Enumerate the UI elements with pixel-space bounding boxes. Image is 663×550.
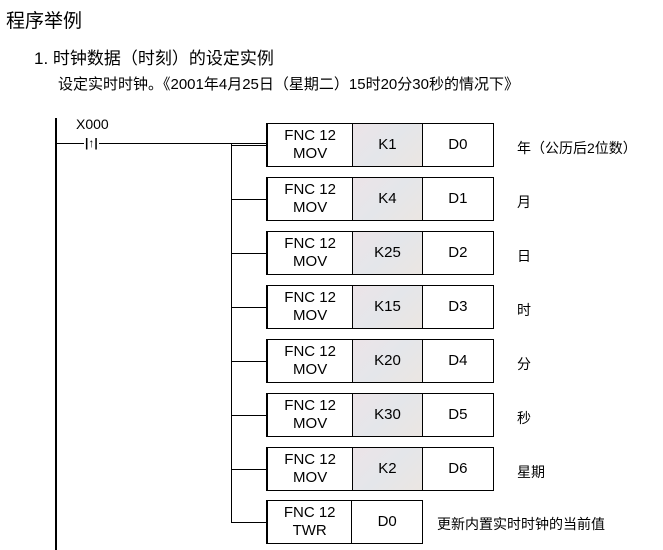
row-note: 时: [517, 302, 531, 318]
function-cell: FNC 12 MOV: [268, 286, 354, 328]
source-operand-cell: K15: [353, 286, 423, 328]
section-heading: 程序举例: [6, 11, 83, 32]
row-note: 星期: [517, 464, 545, 480]
function-cell: FNC 12 MOV: [268, 178, 354, 220]
source-operand-cell: K1: [353, 124, 423, 166]
twr-function-cell: FNC 12 TWR: [268, 501, 353, 543]
destination-operand-cell: D6: [448, 460, 468, 477]
function-cell: FNC 12 MOV: [268, 394, 354, 436]
function-cell: FNC 12 MOV: [268, 340, 354, 382]
branch-line: [231, 145, 266, 146]
row-note: 日: [517, 248, 531, 264]
source-operand-cell: K4: [353, 178, 423, 220]
branch-line: [231, 199, 266, 200]
contact-label: X000: [76, 116, 109, 132]
mov-instruction: FNC 12 MOV K2 D6: [266, 447, 494, 491]
branch-line: [231, 253, 266, 254]
destination-operand-cell: D1: [448, 190, 468, 207]
example-description: 设定实时时钟。《2001年4月25日（星期二）15时20分30秒的情况下》: [58, 76, 519, 93]
function-cell: FNC 12 MOV: [268, 124, 354, 166]
branch-line: [231, 361, 266, 362]
source-operand-cell: K30: [353, 394, 423, 436]
branch-line: [231, 469, 266, 470]
destination-operand-cell: D5: [448, 406, 468, 423]
destination-operand-cell: D4: [448, 352, 468, 369]
destination-operand-cell: D2: [448, 244, 468, 261]
example-title: 1. 时钟数据（时刻）的设定实例: [34, 49, 274, 68]
mov-instruction: FNC 12 MOV K4 D1: [266, 177, 494, 221]
row-note: 分: [517, 356, 531, 372]
row-note: 秒: [517, 410, 531, 426]
function-cell: FNC 12 MOV: [268, 232, 354, 274]
mov-instruction: FNC 12 MOV K15 D3: [266, 285, 494, 329]
twr-note: 更新内置实时时钟的当前值: [437, 516, 605, 532]
destination-operand-cell: D3: [448, 298, 468, 315]
mov-instruction: FNC 12 MOV K25 D2: [266, 231, 494, 275]
row-note: 年（公历后2位数）: [517, 140, 637, 156]
twr-operand-cell: D0: [377, 513, 397, 530]
branch-line: [231, 415, 266, 416]
left-power-rail: [55, 118, 57, 550]
source-operand-cell: K20: [353, 340, 423, 382]
branch-line: [231, 307, 266, 308]
branch-vertical-line: [231, 143, 232, 523]
mov-instruction: FNC 12 MOV K1 D0: [266, 123, 494, 167]
rising-edge-contact-icon: |↑|: [84, 136, 99, 150]
function-cell: FNC 12 MOV: [268, 448, 354, 490]
main-rung-line: [56, 143, 266, 144]
destination-operand-cell: D0: [448, 136, 468, 153]
branch-line: [231, 522, 266, 523]
source-operand-cell: K25: [353, 232, 423, 274]
mov-instruction: FNC 12 MOV K30 D5: [266, 393, 494, 437]
twr-instruction: FNC 12 TWR D0: [266, 500, 423, 544]
source-operand-cell: K2: [353, 448, 423, 490]
mov-instruction: FNC 12 MOV K20 D4: [266, 339, 494, 383]
row-note: 月: [517, 194, 531, 210]
